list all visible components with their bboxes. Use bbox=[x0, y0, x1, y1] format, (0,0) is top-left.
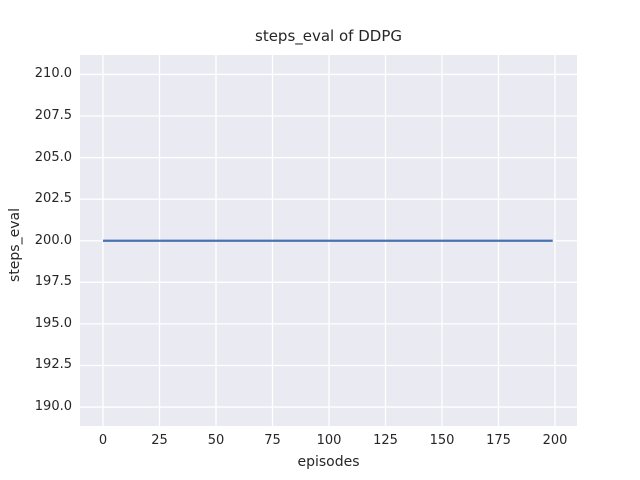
y-tick-label: 195.0 bbox=[34, 315, 72, 331]
y-tick-label: 207.5 bbox=[34, 108, 72, 124]
x-tick-label: 75 bbox=[264, 433, 281, 448]
x-tick-label: 200 bbox=[542, 433, 568, 448]
chart-title: steps_eval of DDPG bbox=[255, 27, 402, 45]
plot-canvas bbox=[80, 55, 577, 426]
y-tick-label: 190.0 bbox=[34, 399, 72, 415]
x-tick-label: 125 bbox=[373, 433, 398, 448]
y-tick-label: 197.5 bbox=[34, 274, 72, 290]
y-tick-label: 192.5 bbox=[34, 357, 72, 373]
x-tick-label: 175 bbox=[486, 433, 511, 448]
y-tick-label: 205.0 bbox=[34, 149, 72, 165]
x-axis-label: episodes bbox=[297, 454, 360, 470]
plot-area bbox=[80, 55, 577, 426]
y-tick-label: 210.0 bbox=[34, 66, 72, 82]
y-tick-label: 202.5 bbox=[34, 191, 72, 207]
x-tick-label: 150 bbox=[429, 433, 455, 448]
x-tick-label: 25 bbox=[151, 433, 168, 448]
x-tick-label: 50 bbox=[207, 433, 225, 448]
y-tick-label: 200.0 bbox=[34, 232, 72, 248]
x-tick-label: 0 bbox=[98, 433, 108, 448]
x-tick-label: 100 bbox=[316, 433, 342, 448]
